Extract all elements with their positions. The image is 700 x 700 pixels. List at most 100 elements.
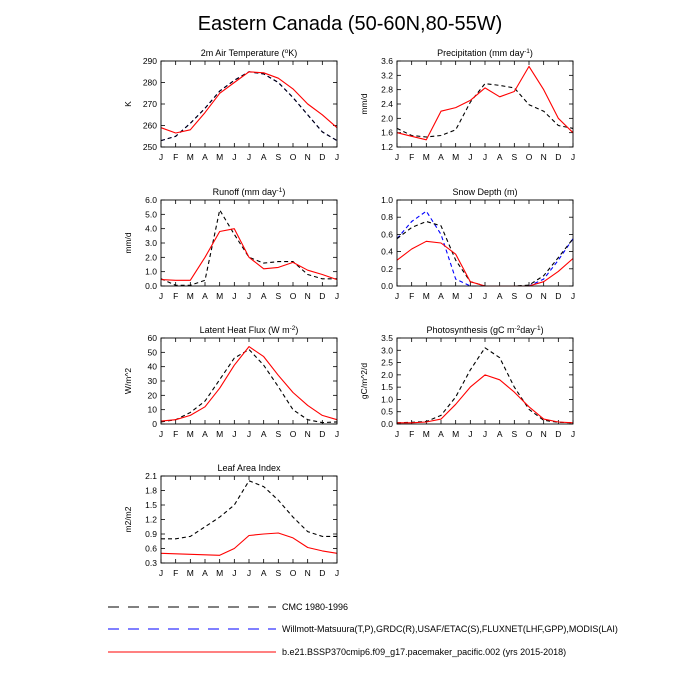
y-tick-label: 1.6 (381, 128, 393, 138)
y-tick-label: 0.9 (145, 529, 157, 539)
y-tick-label: 1.0 (381, 195, 393, 205)
panel-title-text: ) (541, 325, 544, 335)
x-tick-label: J (232, 291, 236, 301)
x-tick-label: N (305, 568, 311, 578)
x-tick-label: J (247, 568, 251, 578)
x-tick-label: N (305, 291, 311, 301)
y-tick-label: 0.0 (381, 419, 393, 429)
panel-title-text: Latent Heat Flux (W m (200, 325, 290, 335)
legend-entry-obs: Willmott-Matsuura(T,P),GRDC(R),USAF/ETAC… (108, 624, 618, 634)
y-tick-label: 1.0 (381, 394, 393, 404)
series-line-cmc (160, 209, 337, 286)
x-tick-label: N (541, 291, 547, 301)
x-tick-label: J (247, 291, 251, 301)
x-tick-label: J (483, 152, 487, 162)
series-line-model (160, 346, 338, 422)
series-line-model (397, 374, 574, 424)
y-tick-label: 2.5 (381, 358, 393, 368)
x-tick-label: J (571, 152, 575, 162)
x-tick-label: S (511, 291, 517, 301)
x-tick-label: J (468, 429, 472, 439)
x-tick-label: A (438, 429, 444, 439)
x-tick-label: J (335, 291, 339, 301)
panel-title-text: Snow Depth (m) (452, 187, 517, 197)
y-axis-label: m2/m2 (123, 506, 133, 532)
x-tick-label: A (438, 152, 444, 162)
x-tick-label: M (423, 152, 430, 162)
series-line-cmc (396, 347, 574, 424)
x-tick-label: J (335, 429, 339, 439)
panel-title-superscript: -2 (514, 325, 520, 332)
x-tick-label: J (335, 568, 339, 578)
legend-entry-model: b.e21.BSSP370cmip6.f09_g17.pacemaker_pac… (108, 647, 566, 657)
panel-title-text: day (520, 325, 535, 335)
plot-frame (396, 60, 574, 148)
series-line-cmc (396, 83, 574, 138)
x-tick-label: A (202, 291, 208, 301)
y-tick-label: 1.5 (145, 500, 157, 510)
x-tick-label: M (187, 429, 194, 439)
y-tick-label: 5.0 (145, 209, 157, 219)
x-tick-label: D (319, 291, 325, 301)
panel-temperature: 2m Air Temperature (oK) K 250 260 270 280 290 J… (123, 48, 339, 162)
y-tick-label: 260 (143, 121, 157, 131)
x-tick-label: M (216, 291, 223, 301)
panel-title-superscript: o (285, 48, 289, 55)
x-tick-label: D (319, 152, 325, 162)
y-tick-label: 0.2 (381, 264, 393, 274)
y-axis-label: K (123, 101, 133, 107)
y-axis-label: mm/d (123, 232, 133, 254)
x-tick-label: J (247, 429, 251, 439)
panel-title-text: ) (530, 48, 533, 58)
panel-title-superscript: -2 (290, 325, 296, 332)
x-tick-label: D (319, 429, 325, 439)
plot-frame (160, 60, 338, 148)
x-tick-label: J (468, 152, 472, 162)
x-tick-label: J (232, 429, 236, 439)
plot-frame (160, 337, 338, 425)
y-tick-label: 1.2 (381, 142, 393, 152)
panel-title: Precipitation (mm day-1) (437, 48, 533, 58)
x-tick-label: A (497, 291, 503, 301)
x-tick-label: M (216, 568, 223, 578)
plot-frame (160, 199, 338, 287)
x-tick-label: F (409, 152, 414, 162)
panel-title-text: Runoff (mm day (213, 187, 277, 197)
y-axis-label: gC/m^2/d (359, 363, 369, 399)
panel-title-text: K) (288, 48, 297, 58)
plot-frame (160, 475, 338, 564)
panel-title: Leaf Area Index (217, 463, 281, 473)
panel-photosynthesis: Photosynthesis (gC m-2day-1) gC/m^2/d 0.0 0… (359, 325, 575, 439)
plot-frame (396, 199, 574, 287)
x-tick-label: J (395, 291, 399, 301)
panel-title: Photosynthesis (gC m-2day-1) (426, 325, 543, 335)
x-tick-label: J (335, 152, 339, 162)
y-tick-label: 10 (148, 405, 158, 415)
panel-runoff: Runoff (mm day-1) mm/d 0.0 1.0 2.0 3.0 4.0 5.0 6… (123, 187, 339, 301)
x-tick-label: O (290, 568, 297, 578)
x-tick-label: D (555, 429, 561, 439)
series-line-model (160, 228, 338, 281)
series-line-cmc (161, 480, 337, 540)
y-tick-label: 0.6 (145, 544, 157, 554)
x-tick-label: M (187, 152, 194, 162)
series-line-cmc (396, 220, 574, 287)
y-tick-label: 30 (148, 376, 158, 386)
x-tick-label: M (216, 429, 223, 439)
x-tick-label: A (202, 568, 208, 578)
x-tick-label: D (555, 152, 561, 162)
legend-label: Willmott-Matsuura(T,P),GRDC(R),USAF/ETAC… (282, 624, 618, 634)
y-tick-label: 270 (143, 99, 157, 109)
x-tick-label: S (275, 152, 281, 162)
legend-entry-cmc: CMC 1980-1996 (108, 602, 348, 612)
x-tick-label: J (483, 291, 487, 301)
y-tick-label: 3.5 (381, 333, 393, 343)
plot-frame (396, 337, 574, 425)
x-tick-label: A (202, 429, 208, 439)
panel-title-text: Photosynthesis (gC m (426, 325, 514, 335)
y-axis-label: W/m^2 (123, 368, 133, 394)
x-tick-label: A (261, 291, 267, 301)
x-tick-label: A (261, 152, 267, 162)
panel-title-text: Leaf Area Index (217, 463, 281, 473)
x-tick-label: M (452, 429, 459, 439)
